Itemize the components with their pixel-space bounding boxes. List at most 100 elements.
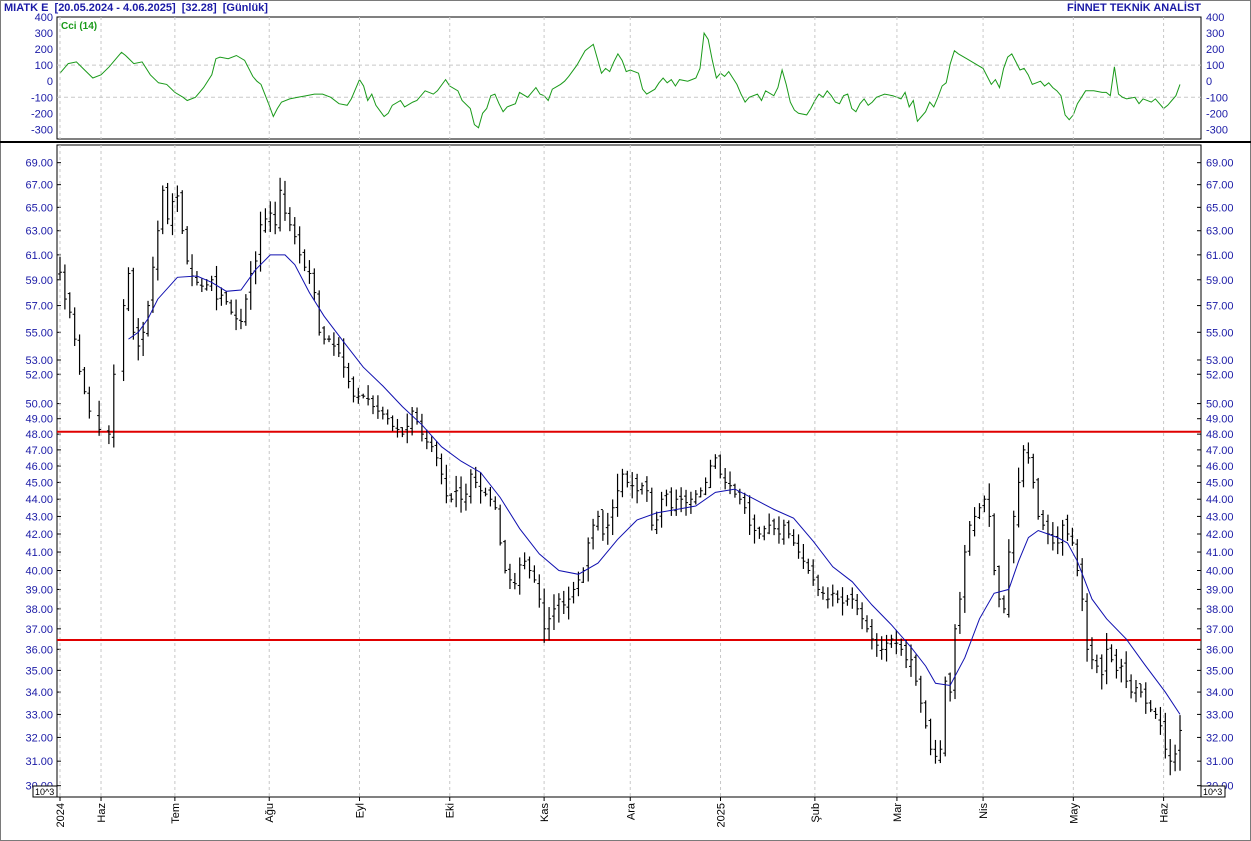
price-tick-label-left: 35.00 xyxy=(25,665,53,677)
price-tick-label-left: 34.00 xyxy=(25,687,53,699)
cci-tick-label-right: 100 xyxy=(1206,60,1224,72)
cci-tick-label-right: 300 xyxy=(1206,28,1224,40)
price-tick-label-right: 57.00 xyxy=(1206,301,1234,313)
scale-note-left: 10^3 xyxy=(35,787,54,797)
price-tick-label-right: 46.00 xyxy=(1206,461,1234,473)
x-tick-label: Tem xyxy=(170,803,182,824)
price-tick-label-right: 33.00 xyxy=(1206,709,1234,721)
price-tick-label-right: 45.00 xyxy=(1206,477,1234,489)
price-tick-label-left: 37.00 xyxy=(25,624,53,636)
price-tick-label-left: 45.00 xyxy=(25,477,53,489)
cci-tick-label-right: -100 xyxy=(1206,92,1228,104)
price-tick-label-left: 33.00 xyxy=(25,709,53,721)
x-tick-label: Şub xyxy=(810,803,822,823)
x-tick-label: Kas xyxy=(539,803,551,822)
price-tick-label-right: 65.00 xyxy=(1206,202,1234,214)
cci-tick-label-left: -300 xyxy=(31,124,53,136)
price-tick-label-right: 50.00 xyxy=(1206,399,1234,411)
price-tick-label-right: 36.00 xyxy=(1206,644,1234,656)
price-tick-label-left: 55.00 xyxy=(25,327,53,339)
cci-panel-frame xyxy=(56,16,1202,140)
price-tick-label-right: 49.00 xyxy=(1206,414,1234,426)
scale-note-right: 10^3 xyxy=(1203,787,1222,797)
cci-tick-label-left: -100 xyxy=(31,92,53,104)
x-tick-label: Ağu xyxy=(264,803,276,823)
chart-header: MIATK E [20.05.2024 - 4.06.2025] [32.28]… xyxy=(4,2,268,14)
price-tick-label-right: 32.00 xyxy=(1206,732,1234,744)
x-tick-label: Eki xyxy=(445,803,457,818)
symbol-label: MIATK E xyxy=(4,2,49,14)
x-tick-label: Haz xyxy=(96,803,108,823)
price-tick-label-right: 69.00 xyxy=(1206,158,1234,170)
x-tick-label: Mar xyxy=(892,803,904,822)
price-tick-label-right: 41.00 xyxy=(1206,547,1234,559)
price-tick-label-right: 38.00 xyxy=(1206,604,1234,616)
price-tick-label-right: 63.00 xyxy=(1206,226,1234,238)
price-tick-label-right: 34.00 xyxy=(1206,687,1234,699)
scale-box-right xyxy=(1200,785,1226,798)
x-tick-label: Ara xyxy=(625,802,637,820)
price-tick-label-left: 46.00 xyxy=(25,461,53,473)
price-tick-label-right: 61.00 xyxy=(1206,250,1234,262)
scale-box-left xyxy=(32,785,58,798)
x-tick-label: Haz xyxy=(1159,803,1171,823)
price-tick-label-left: 42.00 xyxy=(25,529,53,541)
price-tick-label-right: 59.00 xyxy=(1206,275,1234,287)
price-tick-label-left: 57.00 xyxy=(25,301,53,313)
cci-tick-label-left: 400 xyxy=(35,12,53,24)
price-tick-label-left: 44.00 xyxy=(25,494,53,506)
x-tick-label: Eyl xyxy=(354,803,366,818)
price-tick-label-right: 35.00 xyxy=(1206,665,1234,677)
cci-legend: Cci (14) xyxy=(61,21,97,32)
x-tick-label: May xyxy=(1068,803,1080,824)
price-tick-label-left: 59.00 xyxy=(25,275,53,287)
cci-tick-label-right: 200 xyxy=(1206,44,1224,56)
price-tick-label-left: 63.00 xyxy=(25,226,53,238)
cci-tick-label-right: 0 xyxy=(1206,76,1212,88)
moving-average-line xyxy=(128,254,1181,715)
cci-tick-label-left: 200 xyxy=(35,44,53,56)
cci-tick-label-right: 400 xyxy=(1206,12,1224,24)
price-tick-label-left: 43.00 xyxy=(25,511,53,523)
price-tick-label-right: 43.00 xyxy=(1206,511,1234,523)
price-tick-label-right: 37.00 xyxy=(1206,624,1234,636)
price-tick-label-left: 32.00 xyxy=(25,732,53,744)
price-tick-label-right: 42.00 xyxy=(1206,529,1234,541)
x-tick-label: 2024 xyxy=(55,803,67,827)
price-tick-label-left: 40.00 xyxy=(25,566,53,578)
price-tick-label-left: 67.00 xyxy=(25,180,53,192)
price-tick-label-right: 52.00 xyxy=(1206,369,1234,381)
cci-tick-label-left: 300 xyxy=(35,28,53,40)
price-tick-label-right: 44.00 xyxy=(1206,494,1234,506)
price-panel-frame xyxy=(56,144,1202,798)
vendor-label: FİNNET TEKNİK ANALİST xyxy=(1066,2,1201,14)
price-tick-label-right: 48.00 xyxy=(1206,429,1234,441)
price-tick-label-left: 39.00 xyxy=(25,584,53,596)
x-tick-label: Nis xyxy=(978,803,990,819)
interval-label: [Günlük] xyxy=(222,2,268,14)
price-tick-label-left: 65.00 xyxy=(25,202,53,214)
cci-tick-label-right: -300 xyxy=(1206,124,1228,136)
price-tick-label-left: 47.00 xyxy=(25,445,53,457)
price-tick-label-left: 69.00 xyxy=(25,158,53,170)
price-tick-label-left: 48.00 xyxy=(25,429,53,441)
price-tick-label-left: 52.00 xyxy=(25,369,53,381)
last-price-label: [32.28] xyxy=(181,2,217,14)
cci-tick-label-right: -200 xyxy=(1206,108,1228,120)
price-tick-label-left: 61.00 xyxy=(25,250,53,262)
x-tick-label: 2025 xyxy=(716,803,728,827)
cci-tick-label-left: 0 xyxy=(47,76,53,88)
price-tick-label-right: 67.00 xyxy=(1206,180,1234,192)
price-tick-label-right: 39.00 xyxy=(1206,584,1234,596)
price-tick-label-right: 47.00 xyxy=(1206,445,1234,457)
price-tick-label-right: 53.00 xyxy=(1206,355,1234,367)
cci-tick-label-left: -200 xyxy=(31,108,53,120)
price-tick-label-left: 49.00 xyxy=(25,414,53,426)
price-tick-label-right: 31.00 xyxy=(1206,756,1234,768)
cci-tick-label-left: 100 xyxy=(35,60,53,72)
price-tick-label-right: 55.00 xyxy=(1206,327,1234,339)
price-tick-label-right: 40.00 xyxy=(1206,566,1234,578)
cci-line xyxy=(59,31,1181,129)
price-tick-label-left: 41.00 xyxy=(25,547,53,559)
